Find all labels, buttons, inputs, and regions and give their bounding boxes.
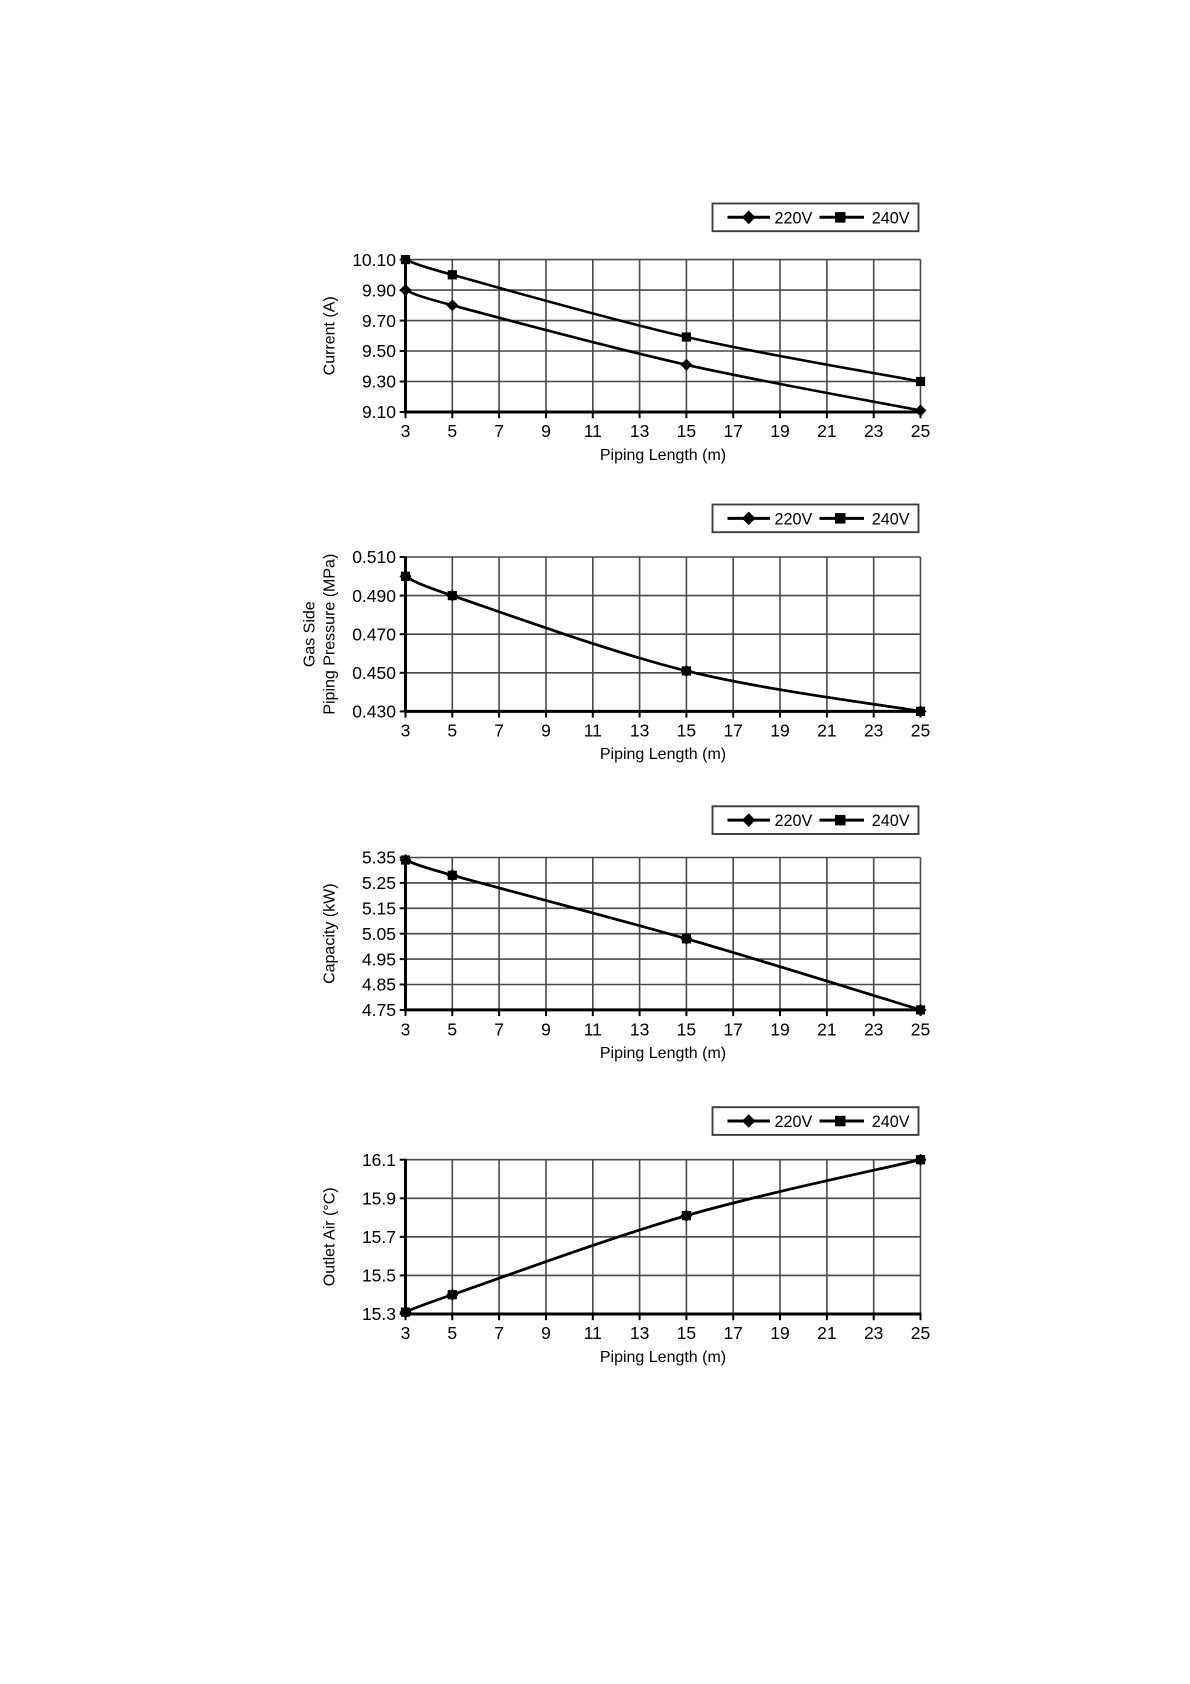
svg-text:240V: 240V bbox=[872, 510, 910, 528]
svg-text:11: 11 bbox=[584, 421, 602, 441]
svg-text:25: 25 bbox=[911, 421, 930, 441]
svg-text:0.450: 0.450 bbox=[352, 663, 396, 683]
svg-text:13: 13 bbox=[630, 1020, 649, 1040]
svg-text:220V: 220V bbox=[775, 510, 813, 528]
svg-text:11: 11 bbox=[584, 1323, 602, 1343]
svg-text:9: 9 bbox=[541, 720, 551, 740]
svg-text:9.70: 9.70 bbox=[362, 311, 396, 331]
svg-text:21: 21 bbox=[817, 720, 836, 740]
svg-text:240V: 240V bbox=[872, 1113, 910, 1131]
svg-text:Gas Side: Gas Side bbox=[302, 601, 319, 667]
svg-text:15.3: 15.3 bbox=[362, 1304, 396, 1324]
svg-text:9: 9 bbox=[541, 1020, 551, 1040]
svg-text:23: 23 bbox=[864, 421, 883, 441]
svg-text:15.5: 15.5 bbox=[362, 1266, 396, 1286]
svg-text:19: 19 bbox=[770, 720, 789, 740]
svg-text:Current (A): Current (A) bbox=[322, 296, 339, 375]
svg-text:19: 19 bbox=[770, 1020, 789, 1040]
svg-text:9: 9 bbox=[541, 1323, 551, 1343]
svg-text:5.35: 5.35 bbox=[362, 848, 396, 868]
svg-text:4.95: 4.95 bbox=[362, 949, 396, 969]
svg-text:13: 13 bbox=[630, 421, 649, 441]
svg-text:15: 15 bbox=[677, 1323, 696, 1343]
svg-text:19: 19 bbox=[770, 421, 789, 441]
svg-text:Piping Pressure (MPa): Piping Pressure (MPa) bbox=[322, 554, 339, 715]
svg-text:4.85: 4.85 bbox=[362, 975, 396, 995]
svg-text:0.470: 0.470 bbox=[352, 624, 396, 644]
svg-text:23: 23 bbox=[864, 720, 883, 740]
svg-text:Piping Length (m): Piping Length (m) bbox=[600, 1045, 726, 1062]
svg-text:25: 25 bbox=[911, 1020, 930, 1040]
svg-text:Piping Length (m): Piping Length (m) bbox=[600, 447, 726, 464]
svg-text:9.30: 9.30 bbox=[362, 372, 396, 392]
svg-text:17: 17 bbox=[723, 1323, 742, 1343]
svg-text:3: 3 bbox=[401, 1323, 411, 1343]
svg-text:9: 9 bbox=[541, 421, 551, 441]
svg-text:25: 25 bbox=[911, 720, 930, 740]
svg-text:9.10: 9.10 bbox=[362, 402, 396, 422]
svg-text:220V: 220V bbox=[775, 812, 813, 830]
svg-text:220V: 220V bbox=[775, 209, 813, 227]
svg-text:15: 15 bbox=[677, 421, 696, 441]
svg-text:21: 21 bbox=[817, 421, 836, 441]
svg-text:17: 17 bbox=[723, 1020, 742, 1040]
svg-text:15.9: 15.9 bbox=[362, 1189, 396, 1209]
svg-text:15.7: 15.7 bbox=[362, 1227, 396, 1247]
svg-text:3: 3 bbox=[401, 1020, 411, 1040]
svg-text:5.15: 5.15 bbox=[362, 899, 396, 919]
svg-text:15: 15 bbox=[677, 1020, 696, 1040]
svg-text:9.50: 9.50 bbox=[362, 341, 396, 361]
svg-text:5.05: 5.05 bbox=[362, 924, 396, 944]
svg-text:9.90: 9.90 bbox=[362, 280, 396, 300]
svg-text:25: 25 bbox=[911, 1323, 930, 1343]
svg-text:Capacity (kW): Capacity (kW) bbox=[322, 883, 339, 983]
svg-text:23: 23 bbox=[864, 1020, 883, 1040]
svg-text:7: 7 bbox=[494, 421, 504, 441]
svg-text:240V: 240V bbox=[872, 209, 910, 227]
svg-text:3: 3 bbox=[401, 720, 411, 740]
svg-text:17: 17 bbox=[723, 421, 742, 441]
svg-text:5: 5 bbox=[447, 421, 457, 441]
svg-text:Piping Length (m): Piping Length (m) bbox=[600, 1349, 726, 1366]
svg-text:21: 21 bbox=[817, 1323, 836, 1343]
svg-text:Outlet Air (°C): Outlet Air (°C) bbox=[322, 1187, 339, 1286]
svg-text:17: 17 bbox=[723, 720, 742, 740]
svg-text:Piping Length (m): Piping Length (m) bbox=[600, 746, 726, 763]
svg-text:5: 5 bbox=[447, 1020, 457, 1040]
svg-text:10.10: 10.10 bbox=[352, 250, 396, 270]
svg-text:21: 21 bbox=[817, 1020, 836, 1040]
svg-text:11: 11 bbox=[584, 720, 602, 740]
svg-text:0.490: 0.490 bbox=[352, 586, 396, 606]
svg-text:5.25: 5.25 bbox=[362, 873, 396, 893]
svg-text:220V: 220V bbox=[775, 1113, 813, 1131]
svg-text:13: 13 bbox=[630, 1323, 649, 1343]
svg-text:7: 7 bbox=[494, 1020, 504, 1040]
svg-text:5: 5 bbox=[447, 1323, 457, 1343]
svg-text:3: 3 bbox=[401, 421, 411, 441]
svg-text:19: 19 bbox=[770, 1323, 789, 1343]
svg-text:15: 15 bbox=[677, 720, 696, 740]
svg-text:5: 5 bbox=[447, 720, 457, 740]
svg-text:16.1: 16.1 bbox=[362, 1150, 396, 1170]
svg-text:7: 7 bbox=[494, 1323, 504, 1343]
svg-text:7: 7 bbox=[494, 720, 504, 740]
svg-text:0.430: 0.430 bbox=[352, 702, 396, 722]
svg-text:13: 13 bbox=[630, 720, 649, 740]
svg-text:240V: 240V bbox=[872, 812, 910, 830]
svg-text:4.75: 4.75 bbox=[362, 1000, 396, 1020]
svg-text:0.510: 0.510 bbox=[352, 547, 396, 567]
svg-text:23: 23 bbox=[864, 1323, 883, 1343]
svg-text:11: 11 bbox=[584, 1020, 602, 1040]
